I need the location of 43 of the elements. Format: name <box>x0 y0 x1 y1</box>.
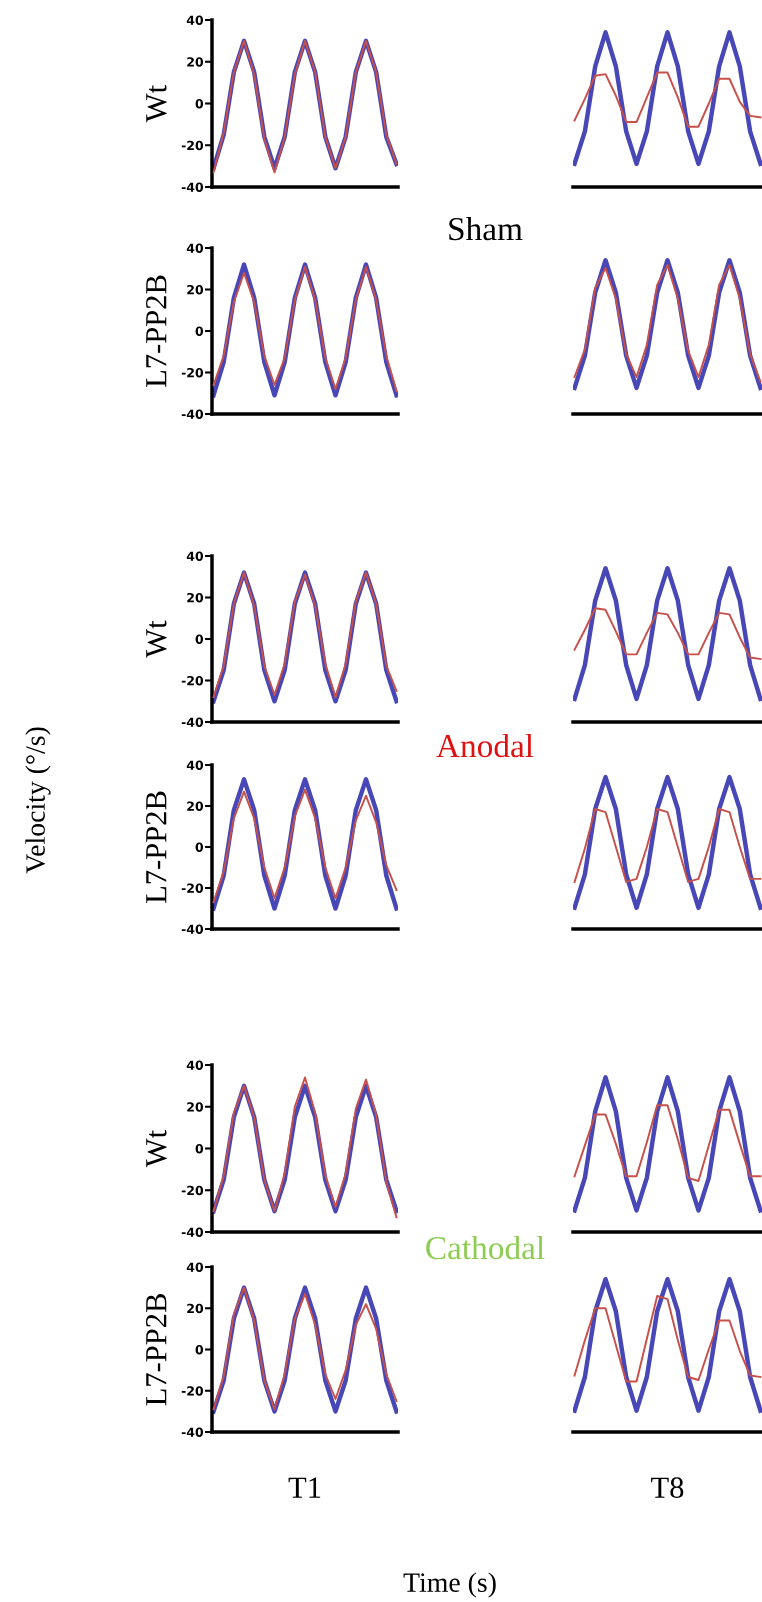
y-tick-label: 0 <box>195 326 204 336</box>
y-axis-title: L7-PP2B <box>146 1294 167 1406</box>
y-axis-title: Wt <box>146 620 167 658</box>
y-tick-label: 0 <box>195 1344 204 1355</box>
y-axis-title: L7-PP2B <box>146 275 167 387</box>
y-tick-label: 0 <box>195 1143 204 1154</box>
y-axis-title: L7-PP2B <box>146 791 167 903</box>
y-axis-title: Wt <box>146 1130 167 1168</box>
text: Velocity (°/s) <box>25 727 51 874</box>
y-tick-label: -20 <box>181 675 204 686</box>
y-tick-label: -40 <box>181 1427 204 1437</box>
y-tick-label: 0 <box>195 842 204 852</box>
y-tick-label: 20 <box>187 592 204 603</box>
y-tick-label: 20 <box>187 57 204 67</box>
y-tick-label: -40 <box>181 924 204 934</box>
y-tick-label: 0 <box>195 98 204 109</box>
y-tick-label: -20 <box>181 140 204 151</box>
y-axis-title: Wt <box>146 85 167 123</box>
y-tick-label: -40 <box>181 409 204 419</box>
y-tick-label: 20 <box>187 1102 204 1112</box>
y-tick-label: -20 <box>181 883 204 893</box>
y-tick-label: 40 <box>186 1060 204 1070</box>
y-tick-label: 40 <box>186 15 204 25</box>
y-tick-label: -40 <box>181 1227 204 1237</box>
y-tick-label: 40 <box>186 551 204 561</box>
x-axis-title: T1 <box>288 1477 321 1498</box>
y-tick-label: 20 <box>187 801 204 811</box>
y-tick-label: -20 <box>181 367 204 378</box>
y-tick-label: 40 <box>186 1262 204 1272</box>
text: Time (s) <box>403 1572 496 1598</box>
y-tick-label: 20 <box>187 1303 204 1314</box>
y-tick-label: -40 <box>181 182 204 192</box>
y-tick-label: 0 <box>195 634 204 644</box>
y-tick-label: 20 <box>187 284 204 295</box>
x-axis-title: T8 <box>651 1477 684 1498</box>
y-tick-label: 40 <box>186 760 204 770</box>
text: Sham <box>449 216 523 241</box>
text: Cathodal <box>426 1235 545 1260</box>
y-tick-label: -20 <box>181 1386 204 1396</box>
y-tick-label: -20 <box>181 1185 204 1196</box>
y-tick-label: -40 <box>181 717 204 727</box>
y-tick-label: 40 <box>186 243 204 253</box>
text: Anodal <box>436 733 534 758</box>
